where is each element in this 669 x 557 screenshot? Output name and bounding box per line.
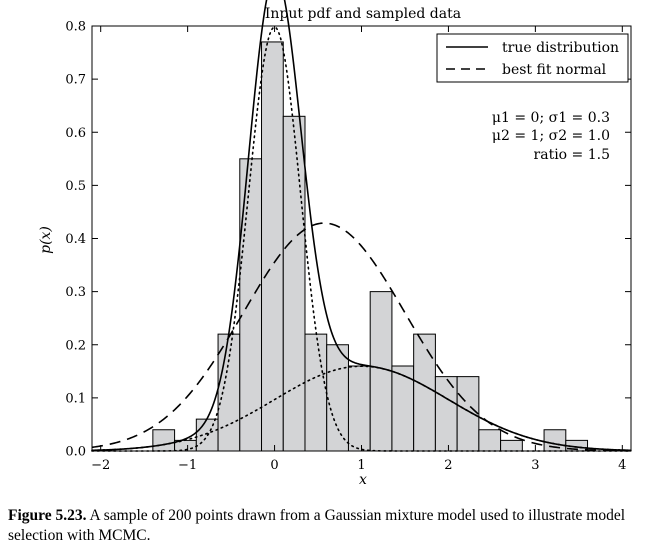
chart-figure: Input pdf and sampled data −2 −1 0 1 2 3 4 0.0 0… (38, 0, 632, 488)
histogram-bar (369, 291, 393, 452)
histogram-bar (478, 429, 502, 452)
y-tick-label: 0.3 (65, 285, 86, 300)
x-tick-label: 2 (444, 458, 452, 473)
histogram-bar (413, 333, 436, 452)
y-tick-label: 0.1 (65, 391, 86, 406)
y-tick-label: 0.2 (65, 338, 86, 353)
best-fit-normal-curve (91, 222, 632, 452)
annotation-line-3: ratio = 1.5 (534, 147, 610, 163)
legend: true distribution best fit normal (436, 33, 629, 83)
x-tick-label: 3 (531, 458, 539, 473)
histogram-bar (239, 158, 263, 452)
y-tick-label: 0.8 (65, 20, 86, 35)
x-tick-label: 1 (357, 458, 365, 473)
y-tick-label: 0.5 (65, 179, 86, 194)
legend-box (436, 33, 629, 83)
figure-caption: Figure 5.23. A sample of 200 points draw… (8, 506, 668, 546)
x-tick-label: 0 (270, 458, 278, 473)
legend-label-fit: best fit normal (502, 62, 607, 78)
histogram-bar (304, 333, 328, 452)
y-tick-label: 0.6 (65, 126, 86, 141)
parameter-annotation: μ1 = 0; σ1 = 0.3 μ2 = 1; σ2 = 1.0 ratio … (492, 110, 610, 163)
x-axis-label: x (359, 472, 367, 488)
x-tick-label: −1 (178, 458, 197, 473)
histogram-bar (217, 333, 241, 452)
histogram-bar (347, 365, 371, 452)
histogram-bar (434, 376, 458, 452)
true-distribution-curve (91, 0, 632, 452)
y-tick-label: 0.0 (65, 445, 86, 460)
histogram-bar (261, 41, 284, 452)
histogram-bars (152, 41, 589, 452)
annotation-line-1: μ1 = 0; σ1 = 0.3 (492, 110, 610, 126)
x-tick-label: 4 (618, 458, 626, 473)
chart-title: Input pdf and sampled data (265, 6, 461, 22)
annotation-line-2: μ2 = 1; σ2 = 1.0 (492, 128, 610, 144)
legend-label-true: true distribution (502, 40, 619, 56)
caption-text: A sample of 200 points drawn from a Gaus… (8, 507, 626, 544)
axis-ticks: −2 −1 0 1 2 3 4 0.0 0.1 0.2 0.3 0.4 0.5 0.6 0.7 0.8 (65, 20, 631, 473)
component-2-curve (91, 365, 632, 452)
histogram-bar (152, 429, 176, 452)
histogram-bar (500, 439, 523, 452)
y-tick-label: 0.4 (65, 232, 86, 247)
y-tick-label: 0.7 (65, 73, 86, 88)
y-axis-label: p(x) (38, 226, 54, 254)
histogram-bar (326, 344, 349, 452)
caption-label: Figure 5.23. (8, 507, 87, 524)
x-tick-label: −2 (91, 458, 110, 473)
histogram-bar (282, 115, 306, 452)
histogram-bar (456, 376, 480, 452)
